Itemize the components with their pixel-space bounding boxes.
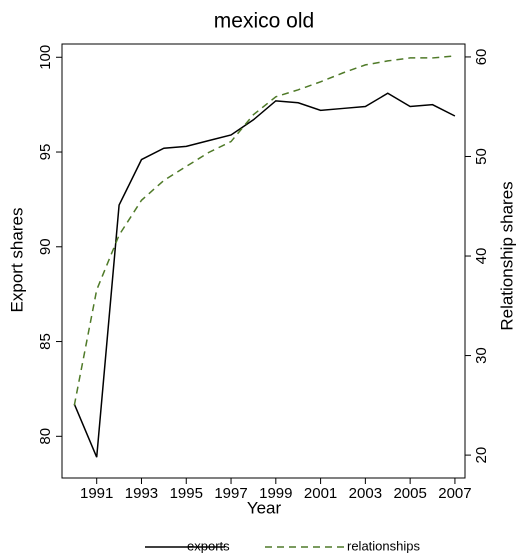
y2-tick-label: 20 (473, 447, 490, 464)
x-tick-label: 2005 (393, 485, 426, 502)
x-tick-label: 2007 (438, 485, 471, 502)
y2-tick-label: 50 (473, 148, 490, 165)
x-tick-label: 2001 (304, 485, 337, 502)
y2-tick-label: 40 (473, 248, 490, 265)
y-tick-label: 95 (37, 144, 54, 161)
y2-tick-label: 30 (473, 347, 490, 364)
line-series (73, 55, 455, 406)
legend-label: relationships (347, 538, 420, 553)
y-tick-label: 85 (37, 333, 54, 350)
y-axis-title: Export shares (7, 208, 26, 313)
y-tick-label: 100 (37, 45, 54, 70)
x-tick-label: 1991 (80, 485, 113, 502)
line-series (73, 92, 456, 458)
x-tick-label: 1999 (259, 485, 292, 502)
x-tick-label: 2003 (349, 485, 382, 502)
x-tick-label: 1995 (170, 485, 203, 502)
chart-title: mexico old (214, 10, 314, 33)
y-tick-label: 90 (37, 238, 54, 255)
x-tick-label: 1997 (214, 485, 247, 502)
y2-tick-label: 60 (473, 49, 490, 66)
y2-axis-title: Relationship shares (497, 181, 516, 330)
y-tick-label: 80 (37, 428, 54, 445)
x-axis-title: Year (247, 498, 282, 517)
legend-label: exports (187, 538, 230, 553)
plot-frame (61, 43, 466, 479)
x-tick-label: 1993 (125, 485, 158, 502)
